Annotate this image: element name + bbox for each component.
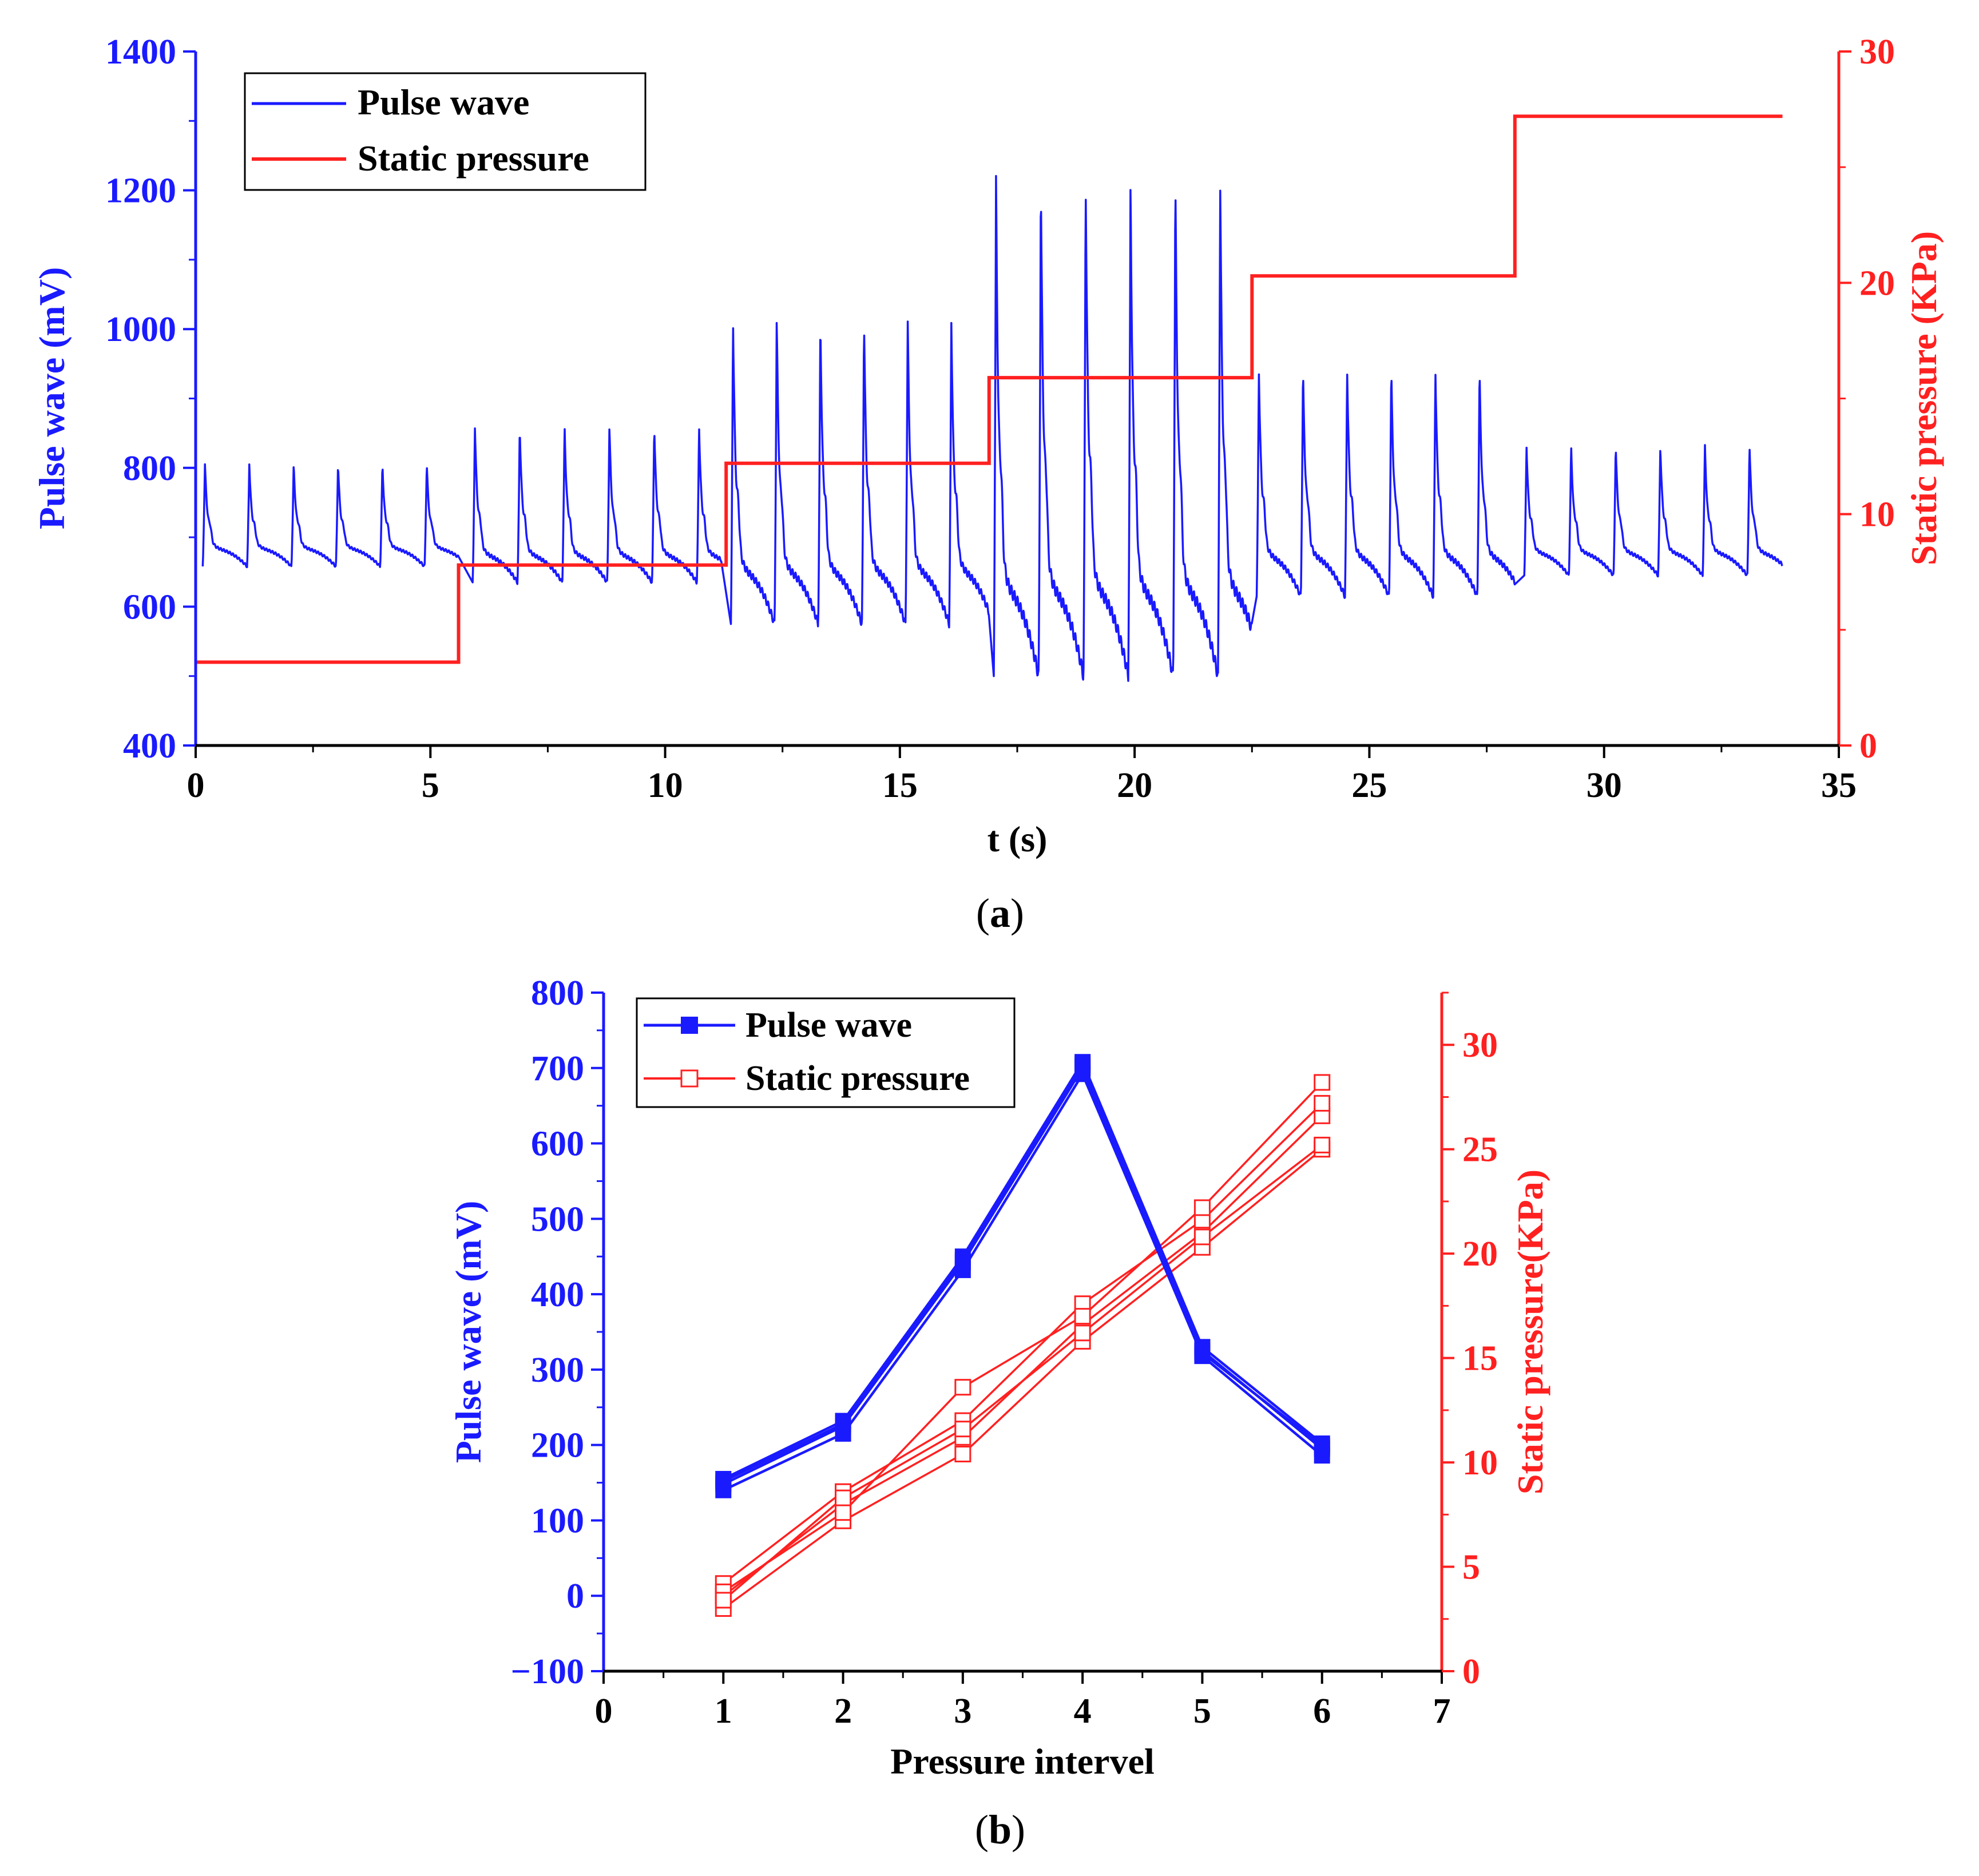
chart-b-static-point	[1314, 1094, 1331, 1112]
chart-a-static-pressure-line	[196, 114, 1783, 664]
chart-b-pulse-point	[1194, 1344, 1211, 1361]
chart-a-left-y-tick-label: 1000	[105, 310, 176, 349]
chart-a-left-y-tick-label: 1400	[105, 33, 176, 72]
chart-b-series-layer	[715, 1054, 1331, 1617]
chart-b-static-point	[1314, 1074, 1331, 1091]
chart-b-static-point	[1074, 1308, 1091, 1325]
chart-b-right-y-tick-label: 0	[1462, 1652, 1480, 1691]
chart-b-legend: Pulse wave Static pressure	[636, 997, 1016, 1108]
chart-b-legend-pulse-label: Pulse wave	[745, 1006, 912, 1045]
chart-b-x-tick-label: 2	[834, 1692, 852, 1731]
chart-a-x-tick-label: 35	[1821, 766, 1857, 805]
chart-a-left-y-tick-label: 400	[123, 727, 176, 766]
chart-a-legend: Pulse wave Static pressure	[244, 72, 647, 191]
chart-b-pulse-point	[835, 1415, 851, 1432]
chart-b-x-tick-label: 6	[1313, 1692, 1331, 1731]
chart-b-left-y-tick-label: 400	[531, 1275, 584, 1314]
chart-b-right-y-label: Static pressure(KPa)	[1510, 1169, 1550, 1494]
chart-a-ticks: 0 5 10 15 20 25 30 35 400 600 800 1000 1200 1400 0 10 20…	[105, 33, 1895, 805]
chart-b: 0 1 2 3 4 5 6 7 −100 0 100 200 300 400 500 600 700 800 0 5 1…	[448, 974, 1550, 1853]
chart-b-pulse-line	[723, 1071, 1323, 1492]
chart-b-x-tick-label: 4	[1074, 1692, 1092, 1731]
chart-a-legend-static-label: Static pressure	[358, 138, 589, 179]
chart-b-x-label: Pressure intervel	[890, 1741, 1155, 1782]
chart-a-legend-pulse-label: Pulse wave	[358, 82, 529, 122]
chart-a-left-y-tick-label: 1200	[105, 172, 176, 211]
chart-a-x-tick-label: 10	[648, 766, 683, 805]
chart-b-x-tick-label: 0	[595, 1692, 613, 1731]
chart-b-static-point	[1314, 1136, 1331, 1153]
chart-b-static-point	[1193, 1228, 1211, 1246]
chart-a-right-y-tick-label: 10	[1859, 495, 1895, 534]
chart-a-x-tick-label: 30	[1587, 766, 1622, 805]
chart-b-static-line	[723, 1081, 1323, 1593]
chart-b-static-point	[954, 1445, 971, 1462]
chart-a-right-y-tick-label: 20	[1859, 264, 1895, 303]
chart-b-static-point	[835, 1489, 852, 1506]
chart-b-left-y-tick-label: −100	[511, 1652, 584, 1691]
chart-a-x-tick-label: 5	[422, 766, 439, 805]
chart-b-left-y-tick-label: 0	[566, 1577, 584, 1616]
chart-b-x-tick-label: 5	[1193, 1692, 1211, 1731]
chart-b-pulse-point	[954, 1252, 971, 1268]
chart-a-x-tick-label: 0	[187, 766, 205, 805]
chart-b-static-point	[1074, 1324, 1091, 1342]
chart-b-static-line	[723, 1148, 1323, 1609]
chart-a-left-y-tick-label: 800	[123, 449, 176, 488]
chart-b-legend-static-label: Static pressure	[745, 1059, 970, 1098]
chart-b-legend-pulse-marker	[681, 1017, 698, 1034]
chart-a-x-label: t (s)	[987, 819, 1048, 859]
chart-b-left-y-tick-label: 100	[531, 1501, 584, 1540]
chart-b-left-y-tick-label: 200	[531, 1426, 584, 1465]
chart-b-legend-static-marker	[680, 1069, 699, 1088]
chart-b-static-point	[1193, 1199, 1211, 1216]
chart-a-x-tick-label: 20	[1117, 766, 1152, 805]
chart-a-pulse-wave-line	[201, 174, 1783, 682]
chart-b-pulse-line	[723, 1062, 1323, 1482]
chart-b-static-line	[723, 1102, 1323, 1585]
chart-b-static-point	[954, 1379, 971, 1396]
chart-a-right-y-tick-label: 0	[1859, 727, 1877, 766]
chart-b-x-tick-label: 3	[954, 1692, 971, 1731]
chart-a-left-y-tick-label: 600	[123, 588, 176, 626]
chart-b-pulse-line	[723, 1059, 1323, 1481]
chart-b-right-y-tick-label: 30	[1462, 1026, 1498, 1065]
chart-a-right-y-label: Static pressure (KPa)	[1903, 231, 1944, 565]
chart-a: 0 5 10 15 20 25 30 35 400 600 800 1000 1200 1400 0 10 20…	[31, 33, 1944, 936]
chart-b-static-point	[715, 1592, 732, 1609]
chart-b-left-y-tick-label: 800	[531, 974, 584, 1013]
chart-a-left-y-label: Pulse wave (mV)	[31, 267, 72, 530]
chart-b-pulse-point	[1074, 1057, 1091, 1073]
chart-a-x-tick-label: 25	[1351, 766, 1387, 805]
chart-b-caption: (b)	[975, 1807, 1025, 1853]
chart-b-x-tick-label: 1	[715, 1692, 732, 1731]
chart-b-static-point	[954, 1421, 971, 1438]
chart-b-left-y-label: Pulse wave (mV)	[448, 1201, 489, 1463]
chart-b-left-y-tick-label: 700	[531, 1049, 584, 1088]
chart-a-series-layer	[196, 114, 1783, 682]
chart-a-right-y-tick-label: 30	[1859, 33, 1895, 72]
chart-b-right-y-tick-label: 20	[1462, 1235, 1498, 1274]
chart-b-static-line	[723, 1144, 1323, 1601]
chart-a-caption: (a)	[976, 890, 1024, 936]
chart-b-right-y-tick-label: 10	[1462, 1443, 1498, 1482]
chart-b-right-y-tick-label: 5	[1462, 1548, 1480, 1587]
chart-b-right-y-tick-label: 25	[1462, 1131, 1498, 1169]
chart-a-x-tick-label: 15	[882, 766, 918, 805]
chart-b-static-point	[835, 1504, 852, 1521]
chart-b-pulse-line	[723, 1065, 1323, 1486]
chart-b-left-y-tick-label: 600	[531, 1125, 584, 1164]
chart-b-ticks: 0 1 2 3 4 5 6 7 −100 0 100 200 300 400 500 600 700 800 0 5 1…	[511, 974, 1498, 1731]
chart-a-legend-box	[244, 72, 647, 191]
chart-b-left-y-tick-label: 500	[531, 1200, 584, 1239]
chart-b-legend-box	[636, 997, 1016, 1108]
chart-b-pulse-point	[1314, 1437, 1330, 1454]
chart-b-x-tick-label: 7	[1433, 1692, 1451, 1731]
chart-b-left-y-tick-label: 300	[531, 1351, 584, 1390]
chart-b-pulse-point	[715, 1473, 732, 1489]
chart-b-right-y-tick-label: 15	[1462, 1339, 1498, 1378]
